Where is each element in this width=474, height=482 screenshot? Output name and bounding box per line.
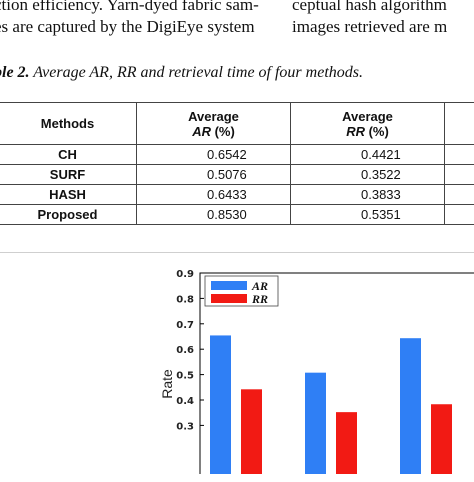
bar-hash-ar <box>400 338 421 474</box>
legend-label-rr: RR <box>251 292 268 306</box>
bar-hash-rr <box>431 404 452 474</box>
bar-surf-ar <box>305 373 326 474</box>
bar-ch-ar <box>210 335 231 474</box>
bar-surf-rr <box>336 412 357 474</box>
chart-bars <box>210 285 474 474</box>
legend-label-ar: AR <box>251 279 268 293</box>
y-tick-label: 0.4 <box>176 396 194 407</box>
y-tick-label: 0.3 <box>176 421 194 432</box>
bar-ch-rr <box>241 389 262 474</box>
legend-swatch-rr <box>211 294 247 303</box>
legend-swatch-ar <box>211 281 247 290</box>
y-tick-label: 0.5 <box>176 371 194 382</box>
y-axis-label: Rate <box>159 369 175 399</box>
y-tick-label: 0.8 <box>176 294 194 305</box>
y-tick-label: 0.6 <box>176 345 194 356</box>
y-tick-label: 0.9 <box>176 269 194 280</box>
y-tick-label: 0.7 <box>176 320 194 331</box>
